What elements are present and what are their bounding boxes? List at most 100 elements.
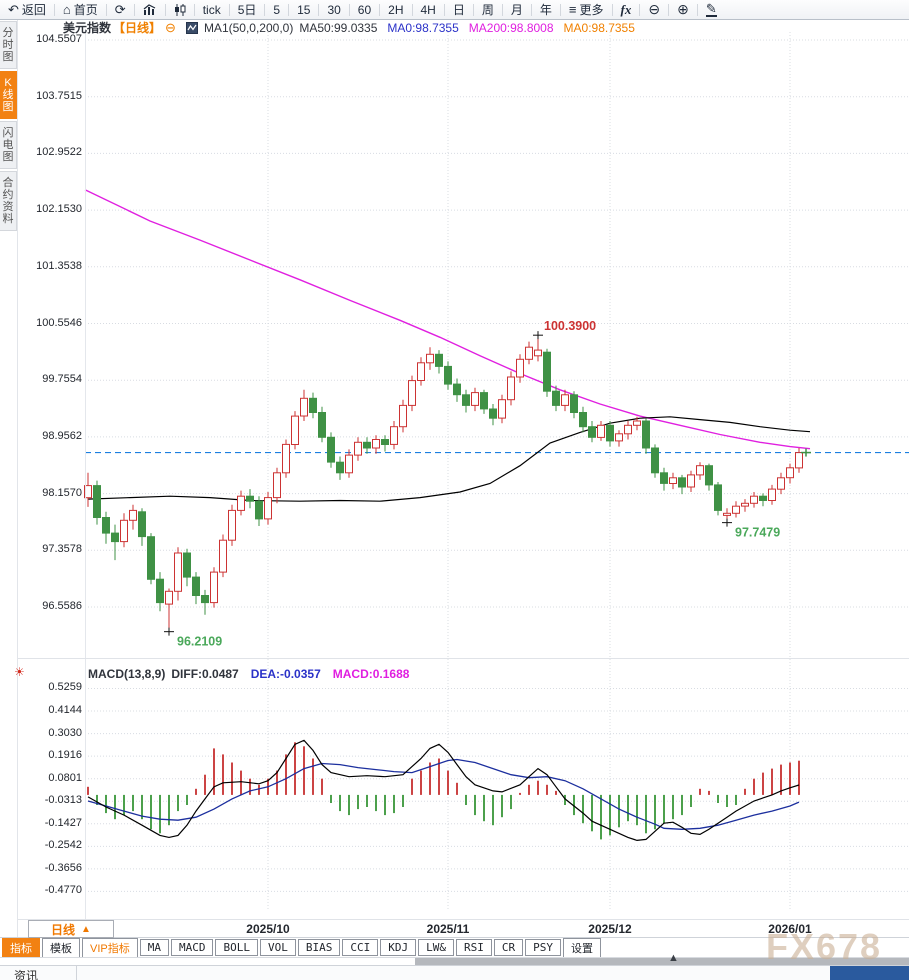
- sidebar-tab-lightning-chart[interactable]: 闪电图: [0, 121, 17, 169]
- candle[interactable]: [642, 418, 650, 454]
- toolbar-button-draw[interactable]: ✎: [698, 0, 725, 19]
- expand-panel-icon[interactable]: ▲: [668, 952, 679, 964]
- candle[interactable]: [453, 378, 461, 402]
- candle[interactable]: [678, 474, 686, 495]
- sidebar-tab-time-chart[interactable]: 分时图: [0, 21, 17, 69]
- candle[interactable]: [669, 472, 677, 490]
- candle[interactable]: [624, 421, 632, 440]
- toolbar-button-home[interactable]: ⌂ 首页: [55, 0, 106, 19]
- candle[interactable]: [372, 435, 380, 454]
- candle[interactable]: [480, 389, 488, 414]
- candle[interactable]: [318, 406, 326, 443]
- candle[interactable]: [363, 437, 371, 454]
- candle[interactable]: [282, 439, 290, 478]
- candle[interactable]: [156, 572, 164, 612]
- indicator-tab-templates[interactable]: 模板: [42, 937, 80, 958]
- toolbar-button-zoom-in[interactable]: ⊕: [669, 0, 697, 19]
- candle[interactable]: [714, 482, 722, 516]
- candle[interactable]: [417, 357, 425, 386]
- candle[interactable]: [741, 499, 749, 512]
- candle[interactable]: [462, 389, 470, 413]
- candle[interactable]: [264, 492, 272, 525]
- toolbar-button-fx[interactable]: fx: [613, 0, 640, 19]
- candle[interactable]: [516, 354, 524, 383]
- candle[interactable]: [273, 467, 281, 504]
- candle[interactable]: [786, 463, 794, 484]
- candle[interactable]: [255, 496, 263, 526]
- candle[interactable]: [291, 411, 299, 450]
- toolbar-button-bar-chart-mode[interactable]: [135, 0, 165, 19]
- candle[interactable]: [471, 387, 479, 412]
- indicator-badge-icon[interactable]: [185, 21, 198, 34]
- toolbar-button-candle-mode[interactable]: [166, 0, 194, 19]
- candle[interactable]: [111, 524, 119, 561]
- candle[interactable]: [192, 572, 200, 605]
- candle[interactable]: [588, 421, 596, 443]
- indicator-tab-cci[interactable]: CCI: [342, 939, 379, 956]
- candle[interactable]: [444, 361, 452, 390]
- period-selector-button[interactable]: 日线 ▲: [28, 920, 114, 938]
- candle[interactable]: [300, 389, 308, 421]
- candle[interactable]: [435, 350, 443, 374]
- indicator-tab-ma[interactable]: MA: [139, 939, 169, 956]
- candle[interactable]: [93, 480, 101, 525]
- candle[interactable]: [309, 392, 317, 419]
- indicator-tab-vip-indicators[interactable]: VIP指标: [82, 937, 138, 958]
- candle[interactable]: [777, 472, 785, 495]
- toolbar-button-5d[interactable]: 5日: [230, 0, 265, 19]
- candle[interactable]: [525, 341, 533, 365]
- candle[interactable]: [732, 501, 740, 518]
- indicator-settings-sun-icon[interactable]: ☀: [14, 665, 25, 679]
- candle[interactable]: [327, 432, 335, 468]
- candle[interactable]: [507, 371, 515, 406]
- candle[interactable]: [687, 470, 695, 492]
- candle[interactable]: [237, 490, 245, 516]
- candle[interactable]: [597, 421, 605, 441]
- toolbar-button-day[interactable]: 日: [445, 0, 473, 19]
- indicator-tab-bias[interactable]: BIAS: [297, 939, 341, 956]
- indicator-tab-psy[interactable]: PSY: [525, 939, 561, 956]
- indicator-tab-lwr[interactable]: LW&: [418, 939, 454, 956]
- toolbar-button-h4[interactable]: 4H: [413, 0, 444, 19]
- toolbar-button-refresh[interactable]: ⟳: [107, 0, 134, 19]
- candle[interactable]: [696, 462, 704, 480]
- candle[interactable]: [129, 504, 137, 530]
- toolbar-button-m5[interactable]: 5: [265, 0, 288, 19]
- candle[interactable]: [552, 385, 560, 412]
- candle[interactable]: [345, 449, 353, 478]
- candle[interactable]: [561, 389, 569, 412]
- candle[interactable]: [390, 421, 398, 450]
- toolbar-button-m60[interactable]: 60: [350, 0, 379, 19]
- toolbar-button-more[interactable]: ≡ 更多: [561, 0, 612, 19]
- candle[interactable]: [408, 375, 416, 412]
- sidebar-tab-kline-chart[interactable]: K线图: [0, 71, 17, 119]
- candle[interactable]: [543, 348, 551, 397]
- candle[interactable]: [201, 589, 209, 615]
- candle[interactable]: [633, 416, 641, 431]
- toolbar-button-back[interactable]: ↶ 返回: [0, 0, 54, 19]
- candle[interactable]: [705, 463, 713, 491]
- scrollbar-thumb[interactable]: [415, 958, 909, 966]
- candle[interactable]: [795, 448, 803, 473]
- candle[interactable]: [381, 435, 389, 452]
- candle[interactable]: [606, 421, 614, 447]
- candle[interactable]: [534, 335, 542, 362]
- toolbar-button-year[interactable]: 年: [532, 0, 560, 19]
- candle[interactable]: [426, 347, 434, 370]
- toolbar-button-m30[interactable]: 30: [319, 0, 348, 19]
- toolbar-button-week[interactable]: 周: [474, 0, 502, 19]
- candle[interactable]: [750, 492, 758, 508]
- indicator-tab-settings[interactable]: 设置: [562, 937, 601, 958]
- horizontal-scrollbar[interactable]: ▲: [0, 952, 909, 966]
- collapse-icon[interactable]: ⊖: [165, 19, 176, 35]
- indicator-tab-macd[interactable]: MACD: [170, 939, 214, 956]
- candle[interactable]: [498, 394, 506, 424]
- candle[interactable]: [138, 508, 146, 546]
- toolbar-button-tick[interactable]: tick: [195, 0, 229, 19]
- candle[interactable]: [174, 547, 182, 601]
- candle[interactable]: [210, 567, 218, 608]
- candle[interactable]: [102, 511, 110, 544]
- toolbar-button-h2[interactable]: 2H: [380, 0, 411, 19]
- indicator-tab-cr[interactable]: CR: [493, 939, 524, 956]
- candle[interactable]: [489, 404, 497, 426]
